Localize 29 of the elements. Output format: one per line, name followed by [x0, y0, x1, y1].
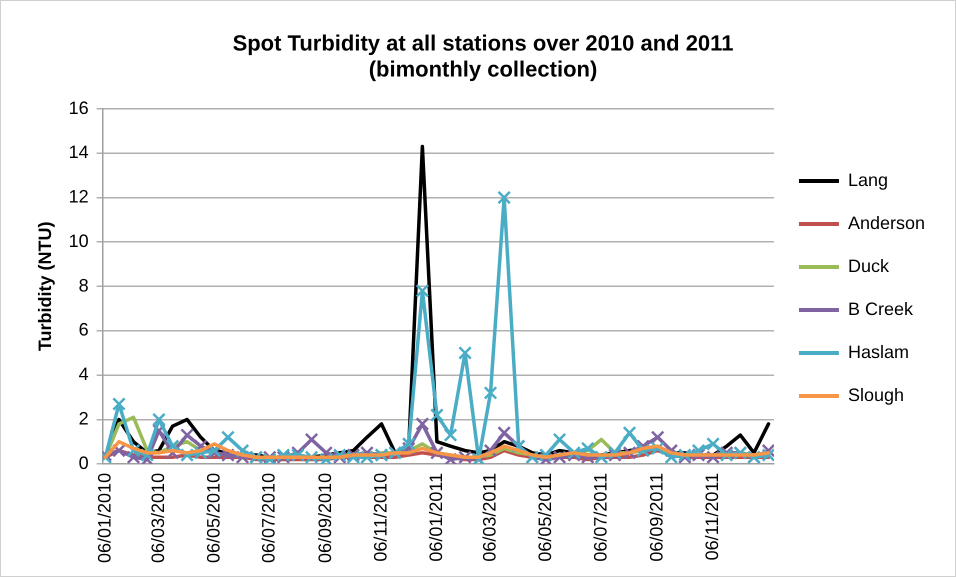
- x-tick-label: 06/05/2010: [203, 472, 224, 564]
- x-tick-label: 06/01/2011: [426, 472, 446, 562]
- x-tick-label: 06/07/2011: [590, 472, 610, 562]
- chart-title: Spot Turbidity at all stations over 2010 and 2011 (bimonthly collection): [232, 30, 734, 82]
- legend-label: Lang: [848, 170, 888, 190]
- y-tick-label: 8: [78, 275, 89, 296]
- x-tick-label: 06/03/2011: [479, 472, 500, 562]
- y-tick-label: 14: [68, 142, 89, 162]
- x-tick-label: 06/01/2010: [94, 472, 114, 564]
- x-tick-label: 06/09/2011: [646, 472, 667, 562]
- y-tick-label: 6: [78, 320, 89, 340]
- y-tick-label: 4: [78, 364, 89, 384]
- y-tick-label: 12: [68, 186, 89, 207]
- legend-label: Anderson: [848, 212, 926, 233]
- x-tick-label: 06/11/2011: [702, 472, 722, 560]
- x-tick-label: 06/03/2010: [148, 472, 168, 564]
- y-tick-label: 10: [68, 230, 89, 251]
- legend-label: Duck: [848, 256, 890, 276]
- legend-label: Slough: [848, 384, 904, 405]
- y-tick-label: 0: [78, 452, 89, 473]
- y-tick-label: 2: [78, 408, 89, 428]
- y-tick-label: 16: [68, 98, 89, 118]
- x-tick-label: 06/09/2010: [315, 472, 336, 564]
- legend-label: B Creek: [848, 298, 914, 319]
- legend-label: Haslam: [848, 342, 909, 362]
- x-tick-label: 06/11/2010: [370, 472, 390, 562]
- x-tick-label: 06/05/2011: [534, 472, 555, 562]
- x-tick-label: 06/07/2010: [258, 472, 279, 564]
- y-axis-title: Turbidity (NTU): [34, 222, 55, 352]
